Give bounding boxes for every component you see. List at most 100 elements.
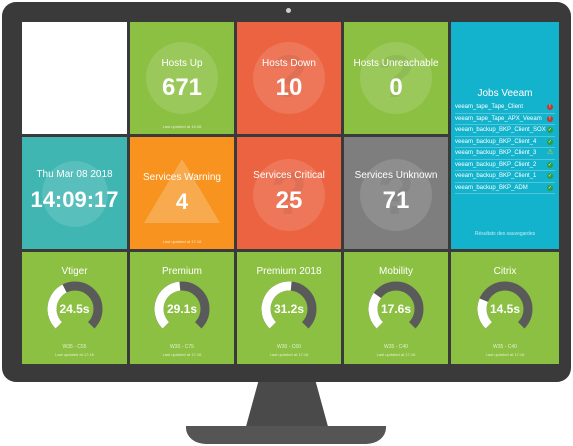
gauge-updated: Last updated at 17:16 xyxy=(55,352,94,357)
gauge-title: Mobility xyxy=(379,266,413,277)
gauge-svg xyxy=(368,281,424,329)
job-name: veeam_backup_BKP_ADM xyxy=(455,184,528,191)
job-status-ok-icon: ✓ xyxy=(547,138,553,145)
job-status-ok-icon: ✓ xyxy=(547,173,553,180)
services-warning-tile[interactable]: Services Warning 4 Last updated at 17:16 xyxy=(130,137,234,249)
gauge-title: Vtiger xyxy=(61,266,88,277)
dashboard-screen: Hosts Up 671 Last updated at 16:08 ? Hos… xyxy=(22,22,559,364)
gauge-dial: 31.2s xyxy=(260,280,318,338)
gauge-fill xyxy=(47,284,67,329)
gauge-dial: 17.6s xyxy=(367,280,425,338)
clock-time: 14:09:17 xyxy=(30,187,119,212)
gauge-tile-vtiger[interactable]: Vtiger 24.5s W35 - C55 Last updated at 17:1… xyxy=(22,252,127,364)
gauge-svg xyxy=(261,281,317,329)
tile-updated: Last updated at 16:08 xyxy=(162,124,202,129)
gauge-value: 24.5s xyxy=(59,302,90,316)
gauge-range: W30 - C75 xyxy=(170,344,194,350)
gauge-fill xyxy=(477,298,493,329)
empty-tile xyxy=(22,22,127,134)
tile-title: Services Unknown xyxy=(354,170,438,181)
background-circle-icon xyxy=(146,42,218,114)
tile-title: Hosts Down xyxy=(262,58,316,69)
gauge-svg xyxy=(47,281,102,329)
gauge-title: Premium xyxy=(161,266,202,277)
job-name: veeam_backup_BKP_Client_2 xyxy=(455,161,537,168)
gauge-updated: Last updated at 17:16 xyxy=(376,352,416,357)
background-circle-icon xyxy=(253,159,325,231)
gauge-dial: 29.1s xyxy=(153,280,211,338)
job-row[interactable]: veeam_backup_BKP_Client_SOX ✓ xyxy=(455,125,555,137)
job-row[interactable]: veeam_backup_BKP_Client_2 ✓ xyxy=(455,160,555,171)
job-row[interactable]: veeam_tape_Tape_Client! xyxy=(455,102,555,114)
job-name: veeam_tape_Tape_Client xyxy=(455,104,524,111)
monitor-stand-base xyxy=(186,426,386,444)
gauge-updated: Last updated at 17:16 xyxy=(485,352,525,357)
gauge-title: Citrix xyxy=(493,266,517,277)
job-name: veeam_backup_BKP_Client_4 xyxy=(455,138,537,145)
jobs-title: Jobs Veeam xyxy=(477,88,533,99)
background-circle-icon xyxy=(360,42,432,114)
hosts-up-tile[interactable]: Hosts Up 671 Last updated at 16:08 xyxy=(130,22,234,134)
hosts-unreachable-tile[interactable]: ? Hosts Unreachable 0 xyxy=(344,22,448,134)
gauge-tile-mobility[interactable]: Mobility 17.6s W35 - C40 Last updated at 17… xyxy=(344,252,448,364)
gauge-tile-premium[interactable]: Premium 29.1s W30 - C75 Last updated at 17:… xyxy=(130,252,234,364)
jobs-veeam-tile[interactable]: Jobs Veeam veeam_tape_Tape_Client! veeam_… xyxy=(451,22,559,249)
tile-value: 71 xyxy=(382,187,410,214)
jobs-footer: Résultats des sauvegardes xyxy=(474,231,536,237)
background-clock-icon xyxy=(41,161,108,227)
gauge-fill xyxy=(261,281,292,329)
job-status-ok-icon: ✓ xyxy=(547,127,553,134)
tile-title: Hosts Unreachable xyxy=(353,58,439,69)
gauge-updated: Last updated at 17:16 xyxy=(162,352,202,357)
gauge-range: W30 - C60 xyxy=(277,344,301,350)
tile-value: 671 xyxy=(161,74,203,101)
warning-triangle-icon xyxy=(144,159,220,223)
question-mark-icon: ? xyxy=(377,43,415,110)
webcam-dot xyxy=(286,8,291,13)
gauge-updated: Last updated at 17:16 xyxy=(269,352,309,357)
job-row[interactable]: veeam_backup_BKP_Client_3 ⚠ xyxy=(455,148,555,160)
gauge-fill xyxy=(368,292,384,329)
gauge-title: Premium 2018 xyxy=(256,266,322,277)
gauge-svg xyxy=(154,281,210,329)
gauge-dial: 24.5s xyxy=(46,280,104,338)
hosts-down-tile[interactable]: ? Hosts Down 10 xyxy=(237,22,341,134)
question-mark-icon: ? xyxy=(270,43,308,110)
tile-value: 4 xyxy=(175,189,189,214)
services-critical-tile[interactable]: ? Services Critical 25 xyxy=(237,137,341,249)
job-status-critical-icon: ! xyxy=(547,104,553,111)
gauge-fill xyxy=(154,281,181,329)
job-row[interactable]: veeam_tape_Tape_APX_Veeam! xyxy=(455,114,555,125)
gauge-value: 29.1s xyxy=(166,302,198,316)
job-row[interactable]: veeam_backup_BKP_Client_4 ✓ xyxy=(455,137,555,148)
monitor-stand-neck xyxy=(245,382,329,428)
gauge-tile-premium-2018[interactable]: Premium 2018 31.2s W30 - C60 Last updated a… xyxy=(237,252,341,364)
gauge-dial: 14.5s xyxy=(476,280,534,338)
gauge-range: W35 - C55 xyxy=(62,344,87,350)
job-status-critical-icon: ! xyxy=(547,115,553,122)
gauge-tile-citrix[interactable]: Citrix 14.5s W35 - C40 Last updated at 17:1… xyxy=(451,252,559,364)
gauge-range: W35 - C40 xyxy=(384,344,408,350)
clock-tile: Thu Mar 08 2018 14:09:17 xyxy=(22,137,127,249)
tile-updated: Last updated at 17:16 xyxy=(162,239,202,244)
job-row[interactable]: veeam_backup_BKP_ADM ✓ xyxy=(455,183,555,194)
gauge-range: W35 - C40 xyxy=(493,344,517,350)
tile-value: 10 xyxy=(275,74,303,101)
jobs-list: veeam_tape_Tape_Client! veeam_tape_Tape_A… xyxy=(455,102,555,194)
gauge-svg xyxy=(477,281,533,329)
clock-date: Thu Mar 08 2018 xyxy=(36,169,113,180)
job-status-ok-icon: ✓ xyxy=(547,161,553,168)
gauge-value: 17.6s xyxy=(380,302,412,316)
background-circle-icon xyxy=(360,159,432,231)
gauge-value: 14.5s xyxy=(489,302,521,316)
tile-title: Services Warning xyxy=(143,172,221,183)
job-row[interactable]: veeam_backup_BKP_Client_1 ✓ xyxy=(455,171,555,183)
tile-value: 0 xyxy=(389,74,403,101)
job-name: veeam_backup_BKP_Client_3 xyxy=(455,150,537,157)
services-unknown-tile[interactable]: ? Services Unknown 71 xyxy=(344,137,448,249)
job-name: veeam_backup_BKP_Client_SOX xyxy=(455,127,546,134)
job-status-warning-icon: ⚠ xyxy=(547,149,554,157)
job-name: veeam_tape_Tape_APX_Veeam xyxy=(455,115,542,122)
gauge-value: 31.2s xyxy=(273,302,305,316)
job-status-ok-icon: ✓ xyxy=(547,184,553,191)
